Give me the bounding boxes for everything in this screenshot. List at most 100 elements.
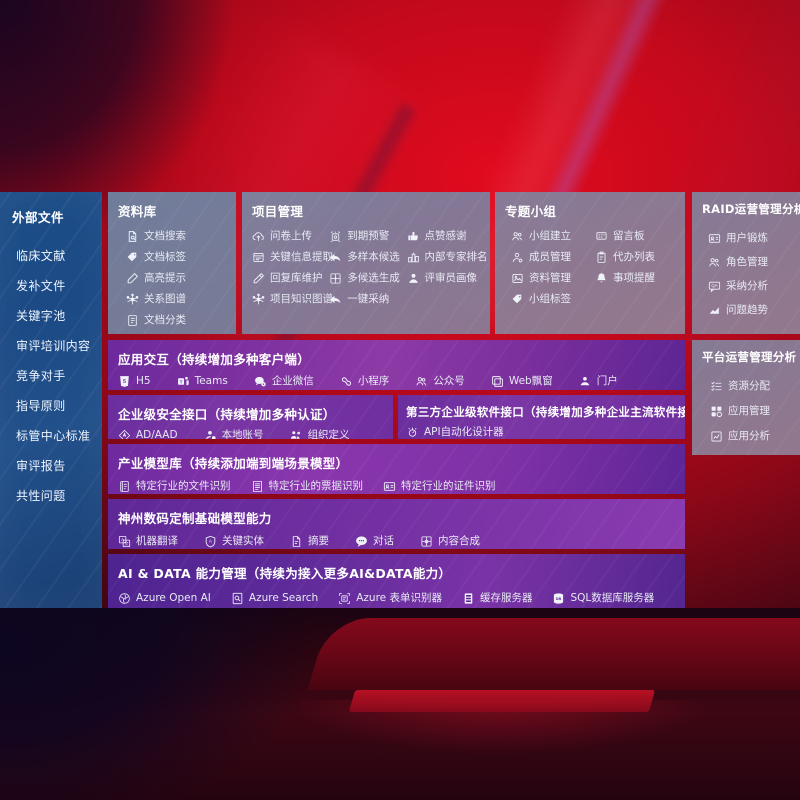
item-application-management[interactable]: 应用管理 bbox=[710, 399, 794, 424]
item-message-board[interactable]: 留言板 bbox=[595, 226, 679, 247]
item-label: 问卷上传 bbox=[270, 230, 312, 243]
item-role-management[interactable]: 角色管理 bbox=[708, 250, 794, 274]
api-gear-icon bbox=[406, 426, 419, 439]
item-label: 缓存服务器 bbox=[479, 592, 533, 605]
panel-title-topic-group: 专题小组 bbox=[505, 204, 557, 219]
item-teams[interactable]: T Teams bbox=[177, 371, 228, 390]
item-receipt-recognition[interactable]: 特定行业的票据识别 bbox=[251, 476, 363, 494]
wechat-work-icon bbox=[254, 375, 267, 388]
item-one-click-adopt[interactable]: 一键采纳 bbox=[329, 289, 406, 310]
panel-title-app-interaction: 应用交互（持续增加多种客户端） bbox=[118, 352, 311, 367]
panel-title-platform-analysis: 平台运营管理分析 bbox=[702, 350, 797, 364]
item-web-float-window[interactable]: Web飘窗 bbox=[491, 371, 553, 390]
item-project-knowledge-graph[interactable]: 项目知识图谱 bbox=[252, 289, 333, 310]
item-label: 企业微信 bbox=[271, 375, 314, 388]
analysis-square-icon bbox=[710, 430, 723, 443]
item-h5[interactable]: 5 H5 bbox=[118, 371, 151, 390]
item-reply-library-maintenance[interactable]: 回复库维护 bbox=[252, 268, 329, 289]
app-interaction-items: 5 H5 T Teams 企业微信 小程序 bbox=[108, 368, 685, 390]
panel-grid: 资料库 文档搜索 文档标签 高亮提示 bbox=[108, 192, 800, 608]
archive-image-icon bbox=[511, 272, 524, 285]
item-file-recognition[interactable]: 特定行业的文件识别 bbox=[118, 476, 231, 494]
item-label: 采纳分析 bbox=[726, 279, 768, 292]
local-account-icon bbox=[204, 429, 217, 439]
item-internal-expert-ranking[interactable]: 内部专家排名 bbox=[407, 247, 488, 268]
sidebar: 外部文件 临床文献 发补文件 关键字池 审评培训内容 竞争对手 指导原则 标管中… bbox=[0, 192, 102, 608]
item-application-analysis[interactable]: 应用分析 bbox=[710, 424, 794, 449]
openai-icon bbox=[118, 592, 131, 605]
item-content-synthesis[interactable]: 内容合成 bbox=[420, 531, 480, 549]
id-recognition-icon bbox=[383, 480, 396, 493]
item-thumbs-up-thanks[interactable]: 点赞感谢 bbox=[407, 226, 484, 247]
item-todo-list[interactable]: 代办列表 bbox=[595, 247, 679, 268]
item-questionnaire-upload[interactable]: 问卷上传 bbox=[252, 226, 329, 247]
sql-database-icon: DB bbox=[552, 592, 565, 605]
item-label: 留言板 bbox=[613, 230, 645, 243]
item-label: Azure Open AI bbox=[136, 592, 211, 605]
item-resource-allocation[interactable]: 资源分配 bbox=[710, 374, 794, 399]
item-label: 多候选生成 bbox=[347, 272, 400, 285]
item-azure-form-recognizer[interactable]: Azure 表单识别器 bbox=[338, 588, 442, 608]
item-summary[interactable]: 摘要 bbox=[290, 531, 329, 549]
item-member-management[interactable]: 成员管理 bbox=[511, 247, 595, 268]
item-org-definition[interactable]: 组织定义 bbox=[290, 425, 350, 439]
item-document-search[interactable]: 文档搜索 bbox=[126, 226, 230, 247]
sidebar-item-standards-center[interactable]: 标管中心标准 bbox=[16, 428, 91, 443]
item-local-account[interactable]: 本地账号 bbox=[204, 425, 264, 439]
sidebar-item-guidelines[interactable]: 指导原则 bbox=[16, 398, 66, 413]
item-cache-server[interactable]: 缓存服务器 bbox=[462, 588, 533, 608]
item-ad-aad[interactable]: AD/AAD bbox=[118, 425, 178, 439]
document-list-icon bbox=[126, 314, 139, 327]
item-mini-program[interactable]: 小程序 bbox=[340, 371, 389, 390]
item-material-management[interactable]: 资料管理 bbox=[511, 268, 595, 289]
trend-chart-icon bbox=[708, 304, 721, 317]
item-key-info-extraction[interactable]: 关键信息提取 bbox=[252, 247, 333, 268]
industry-model-items: 特定行业的文件识别 特定行业的票据识别 特定行业的证件识别 特定行业的通用数据分… bbox=[108, 472, 685, 494]
message-board-icon bbox=[595, 230, 608, 243]
item-official-account[interactable]: 公众号 bbox=[415, 371, 465, 390]
panel-title-base-model-capability: 神州数码定制基础模型能力 bbox=[118, 511, 272, 526]
item-label: Teams bbox=[194, 375, 228, 388]
item-document-tag[interactable]: 文档标签 bbox=[126, 247, 230, 268]
item-user-profile[interactable]: 用户锻炼 bbox=[708, 226, 794, 250]
cache-server-icon bbox=[462, 592, 475, 605]
panel-title-industry-model-library: 产业模型库（持续添加端到端场景模型） bbox=[118, 456, 349, 471]
item-chat[interactable]: 对话 bbox=[355, 531, 394, 549]
item-azure-open-ai[interactable]: Azure Open AI bbox=[118, 588, 211, 608]
item-group-creation[interactable]: 小组建立 bbox=[511, 226, 595, 247]
item-adoption-analysis[interactable]: QA 采纳分析 bbox=[708, 274, 794, 298]
item-azure-search[interactable]: Azure Search bbox=[231, 588, 318, 608]
item-reviewer-portrait[interactable]: 评审员画像 bbox=[407, 268, 484, 289]
panel-platform-analysis: 平台运营管理分析 资源分配 应用管理 应用分析 bbox=[692, 340, 800, 455]
item-api-designer[interactable]: API自动化设计器 bbox=[406, 422, 504, 439]
sidebar-item-competitors[interactable]: 竞争对手 bbox=[16, 368, 66, 383]
sidebar-item-review-report[interactable]: 审评报告 bbox=[16, 458, 66, 473]
html5-icon: 5 bbox=[118, 375, 131, 388]
item-label: Web飘窗 bbox=[508, 375, 553, 388]
item-expiry-alert[interactable]: 到期预警 bbox=[329, 226, 406, 247]
item-multi-candidate-generation[interactable]: 多候选生成 bbox=[329, 268, 406, 289]
search-doc-icon bbox=[231, 592, 244, 605]
sidebar-item-clinical-literature[interactable]: 临床文献 bbox=[16, 248, 66, 263]
item-portal[interactable]: 门户 bbox=[579, 371, 618, 390]
item-wechat-work[interactable]: 企业微信 bbox=[254, 371, 314, 390]
sidebar-item-review-training[interactable]: 审评培训内容 bbox=[16, 338, 91, 353]
sidebar-item-keyword-pool[interactable]: 关键字池 bbox=[16, 308, 66, 323]
item-key-entity[interactable]: A 关键实体 bbox=[204, 531, 264, 549]
item-item-reminder[interactable]: 事项提醒 bbox=[595, 268, 679, 289]
item-group-tag[interactable]: 小组标签 bbox=[511, 289, 595, 310]
item-label: 角色管理 bbox=[726, 255, 768, 268]
extract-frame-icon bbox=[252, 251, 265, 264]
item-id-recognition[interactable]: 特定行业的证件识别 bbox=[383, 476, 496, 494]
item-sql-database-server[interactable]: DB SQL数据库服务器 bbox=[552, 588, 654, 608]
sidebar-item-supplement-files[interactable]: 发补文件 bbox=[16, 278, 66, 293]
item-relation-graph[interactable]: 关系图谱 bbox=[126, 289, 230, 310]
item-issue-trend[interactable]: 问题趋势 bbox=[708, 298, 794, 322]
sidebar-item-common-issues[interactable]: 共性问题 bbox=[16, 488, 66, 503]
item-label: API自动化设计器 bbox=[424, 426, 504, 439]
panel-title-third-party-interface: 第三方企业级软件接口（持续增加多种企业主流软件接口） bbox=[406, 405, 685, 419]
item-multi-sample-candidate[interactable]: 多样本候选 bbox=[329, 247, 406, 268]
item-document-classification[interactable]: 文档分类 bbox=[126, 310, 230, 331]
item-highlight-hint[interactable]: 高亮提示 bbox=[126, 268, 230, 289]
